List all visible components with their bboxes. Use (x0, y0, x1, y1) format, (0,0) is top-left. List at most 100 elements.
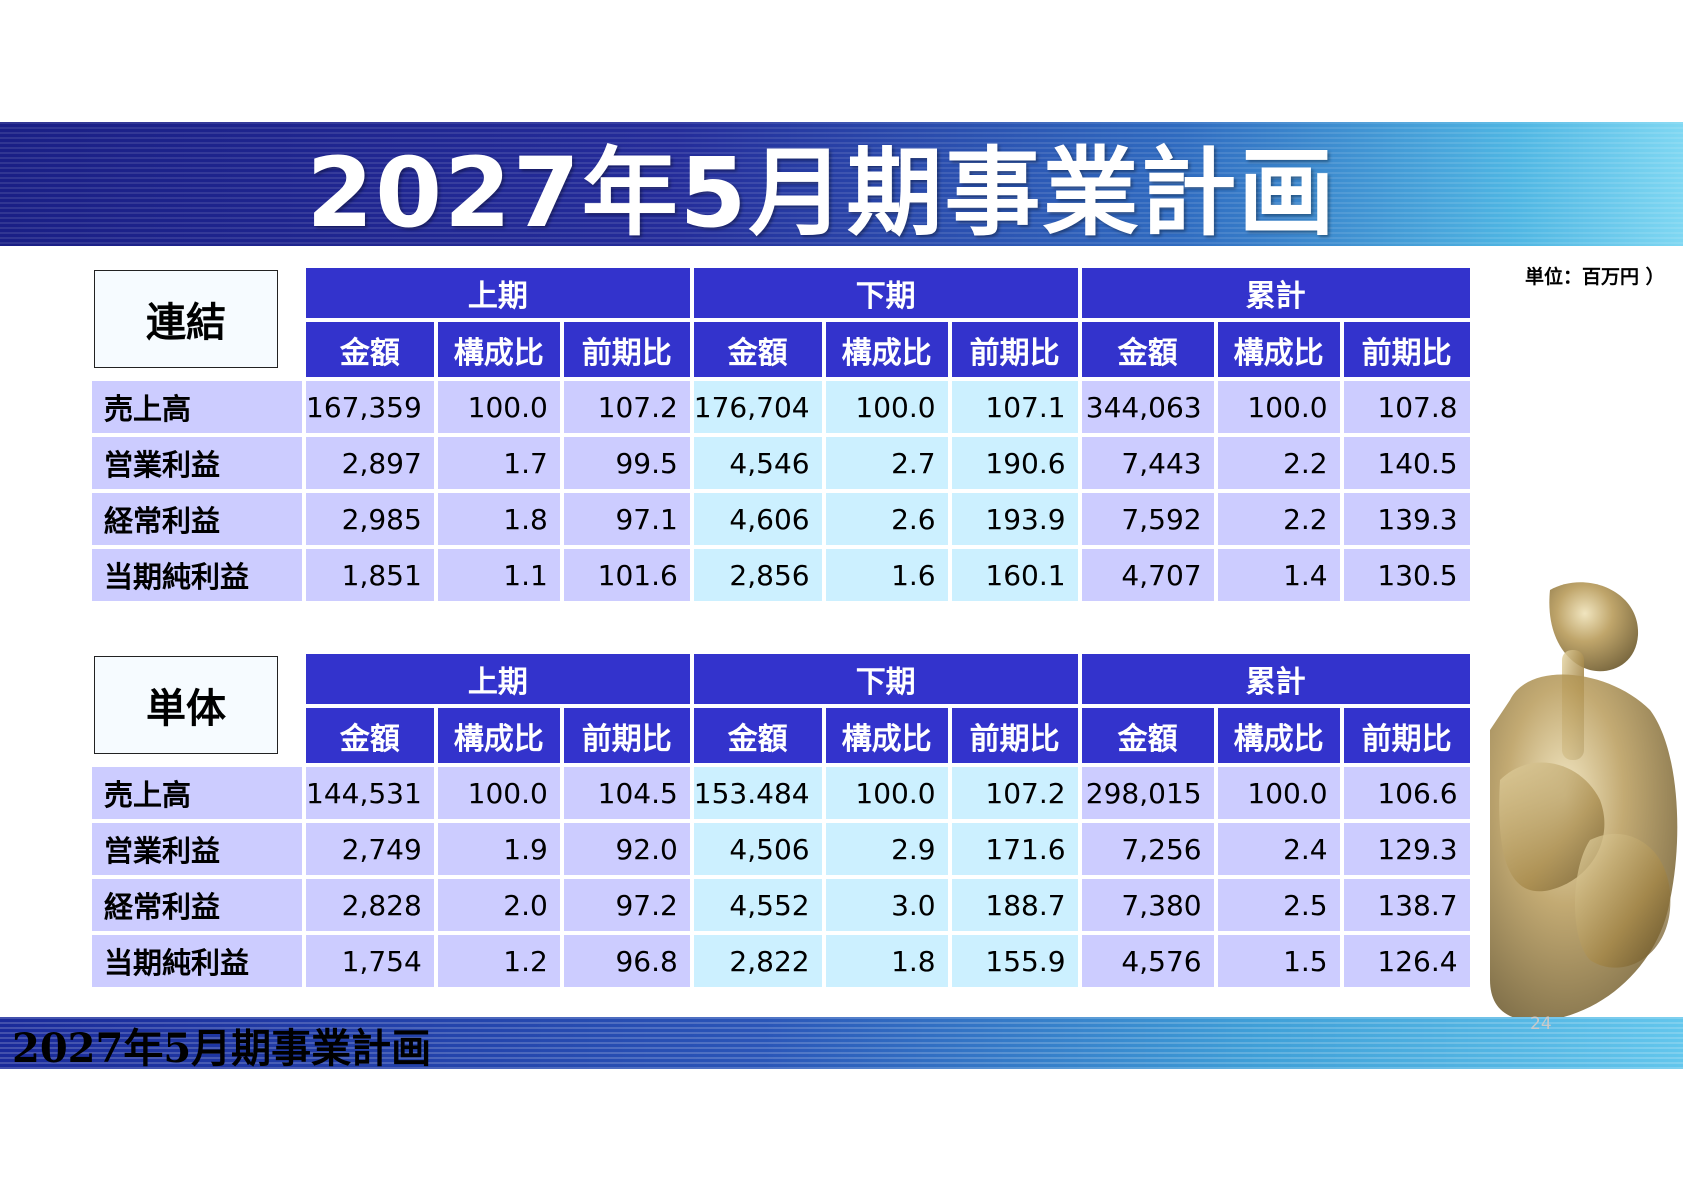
row-label: 売上高 (92, 381, 302, 433)
value-cell: 2.2 (1217, 493, 1340, 545)
value-cell: 100.0 (437, 767, 560, 819)
sub-header-row: 金額 構成比 前期比 金額 構成比 前期比 金額 構成比 前期比 (92, 708, 1470, 763)
value-cell: 101.6 (563, 549, 690, 601)
value-cell: 344,063 (1081, 381, 1214, 433)
value-cell: 7,443 (1081, 437, 1214, 489)
value-cell: 1.9 (437, 823, 560, 875)
value-cell: 4,707 (1081, 549, 1214, 601)
value-cell: 1.4 (1217, 549, 1340, 601)
value-cell: 107.2 (951, 767, 1078, 819)
value-cell: 1.8 (825, 935, 948, 987)
sub-header-ratio: 構成比 (1217, 708, 1340, 763)
table-row: 売上高 144,531 100.0 104.5 153.484 100.0 107.2 298… (92, 767, 1470, 819)
value-cell: 139.3 (1343, 493, 1470, 545)
sub-header-row: 金額 構成比 前期比 金額 構成比 前期比 金額 構成比 前期比 (92, 322, 1470, 377)
value-cell: 100.0 (1217, 381, 1340, 433)
value-cell: 4,606 (693, 493, 822, 545)
value-cell: 167,359 (306, 381, 434, 433)
table-row: 営業利益 2,897 1.7 99.5 4,546 2.7 190.6 7,443 2.2 140… (92, 437, 1470, 489)
value-cell: 2,822 (693, 935, 822, 987)
value-cell: 2,856 (693, 549, 822, 601)
sub-header-ratio: 構成比 (437, 322, 560, 377)
sub-header-ratio: 構成比 (1217, 322, 1340, 377)
value-cell: 2,749 (306, 823, 434, 875)
value-cell: 1.8 (437, 493, 560, 545)
table-row: 当期純利益 1,851 1.1 101.6 2,856 1.6 160.1 4,707 1.4 1… (92, 549, 1470, 601)
table-row: 売上高 167,359 100.0 107.2 176,704 100.0 107.1 344… (92, 381, 1470, 433)
group-header-cumulative: 累計 (1081, 268, 1470, 318)
value-cell: 96.8 (563, 935, 690, 987)
sub-header-yoy: 前期比 (1343, 322, 1470, 377)
value-cell: 193.9 (951, 493, 1078, 545)
value-cell: 153.484 (693, 767, 822, 819)
bronze-statue-icon (1490, 580, 1683, 1030)
row-label: 当期純利益 (92, 549, 302, 601)
table-label: 連結 (94, 270, 278, 368)
sub-header-amount: 金額 (693, 322, 822, 377)
value-cell: 3.0 (825, 879, 948, 931)
value-cell: 2.7 (825, 437, 948, 489)
footer-banner (0, 1017, 1683, 1069)
value-cell: 100.0 (825, 767, 948, 819)
sub-header-ratio: 構成比 (825, 322, 948, 377)
row-label: 経常利益 (92, 879, 302, 931)
value-cell: 2,897 (306, 437, 434, 489)
value-cell: 97.2 (563, 879, 690, 931)
row-label: 営業利益 (92, 437, 302, 489)
value-cell: 100.0 (825, 381, 948, 433)
value-cell: 106.6 (1343, 767, 1470, 819)
value-cell: 130.5 (1343, 549, 1470, 601)
value-cell: 2.9 (825, 823, 948, 875)
value-cell: 1.7 (437, 437, 560, 489)
value-cell: 2.4 (1217, 823, 1340, 875)
value-cell: 1.1 (437, 549, 560, 601)
value-cell: 1,754 (306, 935, 434, 987)
unit-note: 単位：百万円 ） (1525, 266, 1665, 288)
group-header-second-half: 下期 (693, 654, 1078, 704)
value-cell: 140.5 (1343, 437, 1470, 489)
sub-header-yoy: 前期比 (951, 322, 1078, 377)
value-cell: 1.6 (825, 549, 948, 601)
value-cell: 100.0 (1217, 767, 1340, 819)
value-cell: 107.2 (563, 381, 690, 433)
value-cell: 2.0 (437, 879, 560, 931)
value-cell: 2,828 (306, 879, 434, 931)
row-label: 売上高 (92, 767, 302, 819)
value-cell: 107.1 (951, 381, 1078, 433)
value-cell: 155.9 (951, 935, 1078, 987)
page-number: 24 (1530, 1014, 1552, 1034)
value-cell: 104.5 (563, 767, 690, 819)
value-cell: 188.7 (951, 879, 1078, 931)
group-header-second-half: 下期 (693, 268, 1078, 318)
sub-header-amount: 金額 (1081, 708, 1214, 763)
table-row: 経常利益 2,985 1.8 97.1 4,606 2.6 193.9 7,592 2.2 139… (92, 493, 1470, 545)
sub-header-yoy: 前期比 (1343, 708, 1470, 763)
sub-header-yoy: 前期比 (951, 708, 1078, 763)
group-header-first-half: 上期 (306, 268, 690, 318)
value-cell: 2,985 (306, 493, 434, 545)
page-title: 2027年5月期事業計画 (306, 136, 1337, 249)
row-label: 当期純利益 (92, 935, 302, 987)
value-cell: 1,851 (306, 549, 434, 601)
non-consolidated-table: 単体 上期 下期 累計 金額 構成比 前期比 金額 構成比 前期比 金額 構成比… (88, 650, 1474, 991)
group-header-row: 単体 上期 下期 累計 (92, 654, 1470, 754)
sub-header-ratio: 構成比 (437, 708, 560, 763)
value-cell: 4,552 (693, 879, 822, 931)
value-cell: 190.6 (951, 437, 1078, 489)
value-cell: 129.3 (1343, 823, 1470, 875)
value-cell: 2.5 (1217, 879, 1340, 931)
value-cell: 144,531 (306, 767, 434, 819)
title-banner: 2027年5月期事業計画 (0, 122, 1683, 249)
group-header-row: 連結 上期 下期 累計 (92, 268, 1470, 368)
table-label-cell: 単体 (92, 654, 302, 763)
value-cell: 99.5 (563, 437, 690, 489)
group-header-cumulative: 累計 (1081, 654, 1470, 704)
value-cell: 107.8 (1343, 381, 1470, 433)
footer-title: 2027年5月期事業計画 (12, 1025, 432, 1072)
table-row: 経常利益 2,828 2.0 97.2 4,552 3.0 188.7 7,380 2.5 138… (92, 879, 1470, 931)
value-cell: 2.6 (825, 493, 948, 545)
value-cell: 171.6 (951, 823, 1078, 875)
value-cell: 160.1 (951, 549, 1078, 601)
table-row: 当期純利益 1,754 1.2 96.8 2,822 1.8 155.9 4,576 1.5 12… (92, 935, 1470, 987)
row-label: 経常利益 (92, 493, 302, 545)
